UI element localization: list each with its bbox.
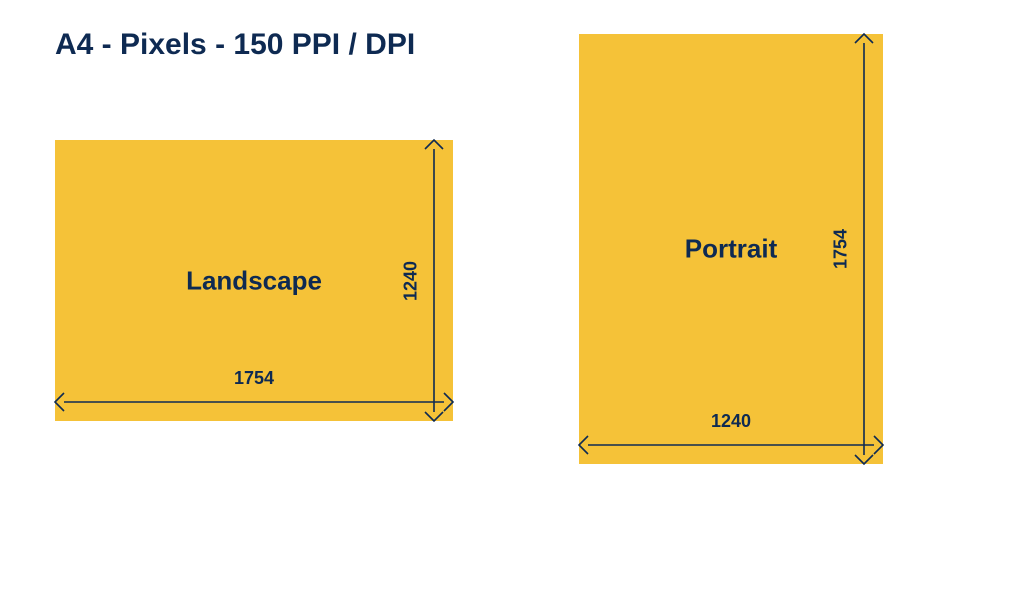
portrait-height-arrow [855, 34, 873, 464]
portrait-height-value: 1754 [831, 229, 852, 269]
diagram-stage: A4 - Pixels - 150 PPI / DPI Landscape 17… [0, 0, 1024, 591]
portrait-width-arrow [579, 436, 883, 454]
landscape-width-value: 1754 [234, 368, 274, 389]
landscape-label: Landscape [186, 265, 322, 296]
portrait-label: Portrait [685, 234, 777, 265]
landscape-height-arrow [425, 140, 443, 421]
landscape-height-value: 1240 [401, 260, 422, 300]
landscape-width-arrow [55, 393, 453, 411]
page-title: A4 - Pixels - 150 PPI / DPI [55, 28, 415, 62]
portrait-width-value: 1240 [711, 411, 751, 432]
